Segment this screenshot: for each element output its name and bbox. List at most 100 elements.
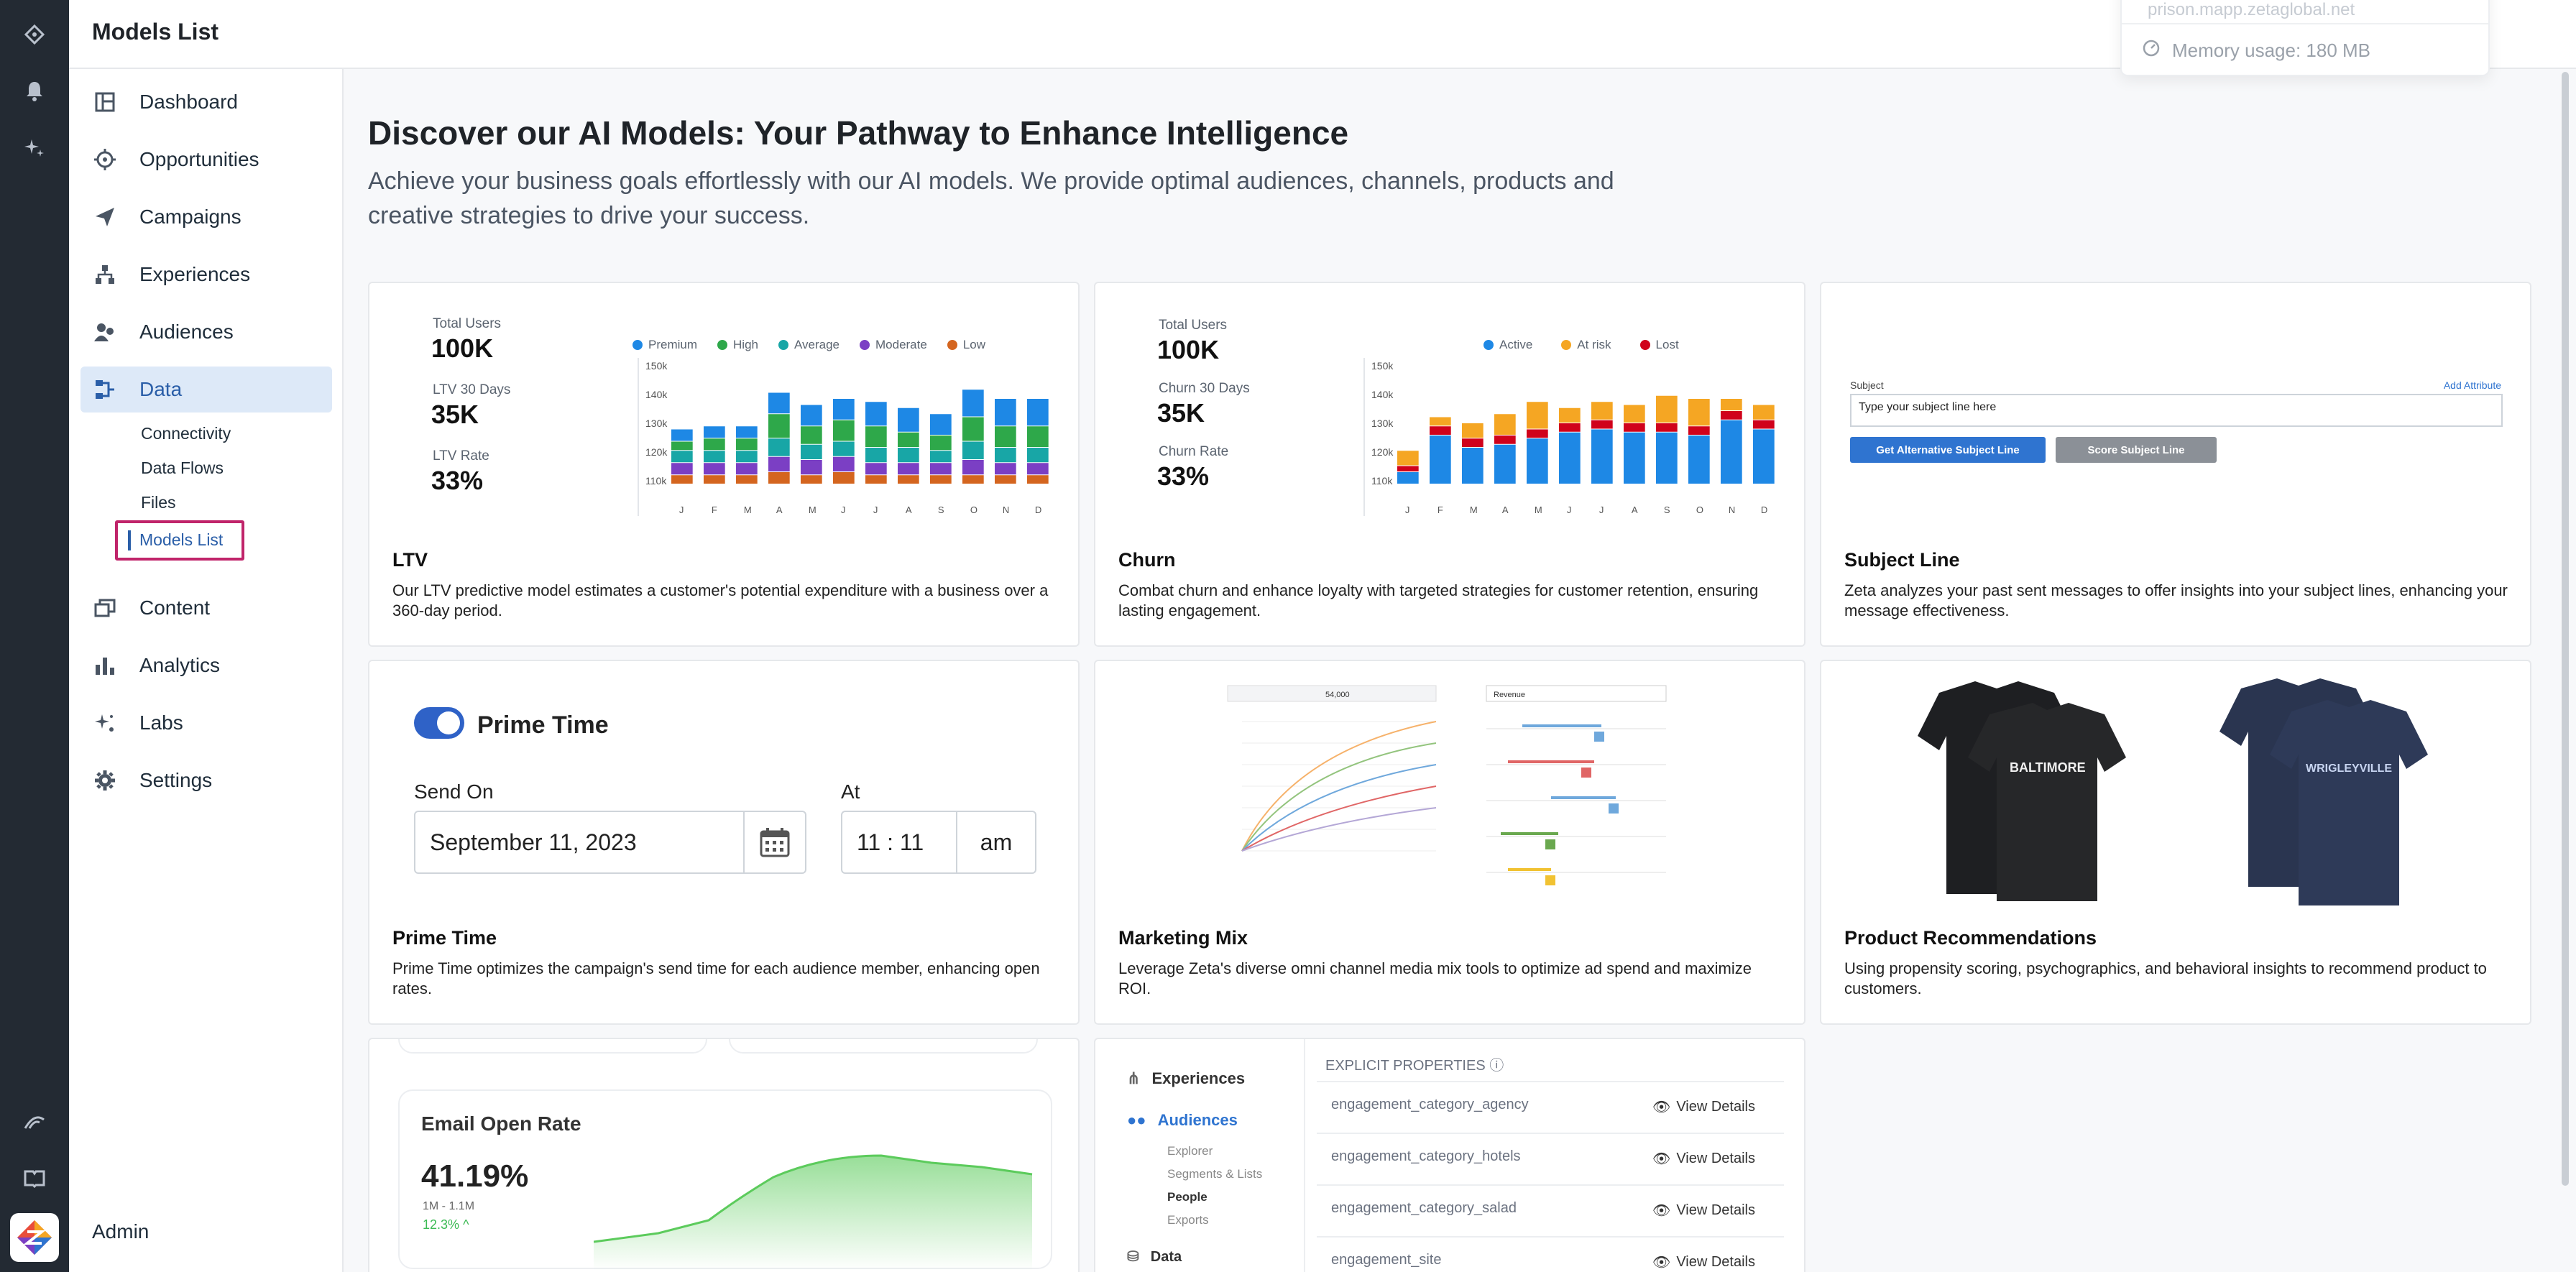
bar-segment-at-risk [1688, 399, 1710, 426]
view-details-button[interactable]: 👁 View Details [1652, 1151, 1755, 1167]
y-tick-label: 140k [645, 389, 668, 400]
subject-line-card[interactable]: Subject Add Attribute Type your subject … [1820, 282, 2531, 647]
y-tick-label: 120k [645, 446, 668, 458]
sidebar-item-experiences[interactable]: Experiences [80, 252, 332, 298]
bar-segment-premium [768, 392, 790, 414]
sidebar-subitem-data-flows[interactable]: Data Flows [141, 458, 224, 477]
props-sub-explorer[interactable]: Explorer [1167, 1144, 1213, 1158]
time-field[interactable]: 11 : 11 am [841, 811, 1036, 874]
sidebar-item-content[interactable]: Content [80, 585, 332, 631]
bar-segment-premium [801, 405, 822, 426]
sidebar-subitem-models-list[interactable]: Models List [115, 520, 244, 561]
sidebar-item-settings[interactable]: Settings [80, 757, 332, 803]
sidebar-subitem-files[interactable]: Files [141, 493, 176, 512]
x-tick-label: J [841, 504, 846, 515]
ltv-stat-label-2: LTV 30 Days [433, 382, 511, 397]
get-alternative-subject-button[interactable]: Get Alternative Subject Line [1850, 437, 2046, 463]
y-tick-label: 130k [1371, 418, 1394, 429]
prime-time-desc: Prime Time optimizes the campaign's send… [392, 959, 1040, 997]
props-sub-people[interactable]: People [1167, 1190, 1208, 1204]
admin-user-label[interactable]: Admin [92, 1220, 150, 1243]
props-sub-segments[interactable]: Segments & Lists [1167, 1167, 1263, 1181]
zeta-logo[interactable] [10, 1213, 59, 1262]
product-recommendations-card[interactable]: BALTIMORE WRIGLEYVILLE Product Recommend… [1820, 660, 2531, 1025]
bar-segment-high [768, 414, 790, 438]
bar-segment-low [930, 475, 952, 484]
signal-icon[interactable] [20, 1107, 49, 1135]
email-open-rate-title: Email Open Rate [421, 1112, 581, 1135]
prime-time-card[interactable]: Prime Time Send On September 11, 2023 At… [368, 660, 1080, 1025]
bar-segment-premium [736, 426, 758, 438]
sidebar-item-analytics[interactable]: Analytics [80, 642, 332, 688]
home-diamond-icon[interactable] [20, 20, 49, 49]
props-menu-data[interactable]: ⛁ Data [1127, 1249, 1182, 1265]
target-icon [92, 147, 118, 172]
props-menu-audiences[interactable]: ●● Audiences [1127, 1111, 1238, 1129]
page-scrollbar[interactable] [2559, 69, 2572, 1272]
bar-segment-moderate [930, 463, 952, 475]
subject-line-preview: Subject Add Attribute Type your subject … [1831, 293, 2520, 535]
bar-segment-active [1721, 420, 1742, 484]
explicit-properties-header: EXPLICIT PROPERTIES ⓘ [1325, 1058, 1504, 1074]
sidebar-item-campaigns[interactable]: Campaigns [80, 194, 332, 240]
x-tick-label: F [1438, 504, 1443, 515]
bar-segment-active [1591, 429, 1613, 484]
bar-segment-low [1027, 475, 1049, 484]
sidebar-item-audiences[interactable]: Audiences [80, 309, 332, 355]
bar-segment-low [704, 475, 725, 484]
layers-icon [92, 595, 118, 621]
score-subject-button[interactable]: Score Subject Line [2056, 437, 2217, 463]
hierarchy-icon [92, 262, 118, 287]
x-tick-label: S [1664, 504, 1670, 515]
legend-high: High [717, 338, 758, 352]
navy-jersey: WRIGLEYVILLE [2220, 678, 2428, 905]
people-icon: ●● [1127, 1111, 1146, 1129]
bar-segment-moderate [704, 463, 725, 475]
props-sub-exports[interactable]: Exports [1167, 1213, 1209, 1227]
bar-segment-low [768, 472, 790, 484]
ltv-card[interactable]: Total Users 100K LTV 30 Days 35K LTV Rat… [368, 282, 1080, 647]
sidebar-item-label: Audiences [139, 321, 234, 343]
bar-segment-average [768, 438, 790, 456]
sparkle-icon[interactable] [20, 134, 49, 162]
bar-segment-moderate [801, 460, 822, 475]
ampm-value[interactable]: am [980, 829, 1013, 855]
view-details-button[interactable]: 👁 View Details [1652, 1202, 1755, 1219]
sidebar-subitem-connectivity[interactable]: Connectivity [141, 424, 231, 443]
bar-segment-at-risk [1721, 399, 1742, 410]
churn-card[interactable]: Total Users 100K Churn 30 Days 35K Churn… [1094, 282, 1806, 647]
bar-segment-active [1430, 435, 1451, 484]
explicit-properties-card[interactable]: ⋔ Experiences ●● Audiences Explorer Segmen… [1094, 1038, 1806, 1272]
black-jersey: BALTIMORE [1918, 681, 2126, 901]
x-tick-label: N [1003, 504, 1009, 515]
bar-segment-premium [833, 399, 855, 420]
bell-icon[interactable] [20, 76, 49, 105]
bar-segment-high [704, 438, 725, 451]
sidebar-item-opportunities[interactable]: Opportunities [80, 137, 332, 183]
prime-time-toggle[interactable] [414, 707, 464, 739]
legend-average: Average [778, 338, 840, 352]
calendar-icon[interactable] [743, 812, 805, 872]
sidebar-item-data[interactable]: Data [80, 367, 332, 413]
send-on-date-field[interactable]: September 11, 2023 [414, 811, 806, 874]
sidebar-item-dashboard[interactable]: Dashboard [80, 79, 332, 125]
view-details-button[interactable]: 👁 View Details [1652, 1254, 1755, 1271]
churn-stat-value-1: 100K [1157, 335, 1220, 364]
add-attribute-link[interactable]: Add Attribute [2443, 379, 2501, 391]
sidebar-item-labs[interactable]: Labs [80, 700, 332, 746]
props-menu-experiences[interactable]: ⋔ Experiences [1127, 1069, 1246, 1087]
subject-line-input[interactable]: Type your subject line here [1850, 394, 2503, 427]
memory-usage-text: Memory usage: 180 MB [2172, 40, 2371, 61]
churn-bar-chart: 150k 140k 130k 120k 110k J F M A M J J A S O N D [1363, 358, 1775, 516]
jersey-right-text: WRIGLEYVILLE [2306, 762, 2392, 775]
x-tick-label: A [906, 504, 912, 515]
time-value[interactable]: 11 : 11 [842, 812, 957, 872]
bar-segment-premium [898, 407, 919, 432]
bar-segment-low [865, 475, 887, 484]
view-details-button[interactable]: 👁 View Details [1652, 1099, 1755, 1115]
book-icon[interactable] [20, 1164, 49, 1193]
x-tick-label: A [1632, 504, 1638, 515]
marketing-mix-card[interactable]: 54,000 Revenue [1094, 660, 1806, 1025]
email-open-rate-card[interactable]: Email Open Rate 41.19% 1M - 1.1M 12.3% ^ [368, 1038, 1080, 1272]
x-tick-label: O [970, 504, 978, 515]
